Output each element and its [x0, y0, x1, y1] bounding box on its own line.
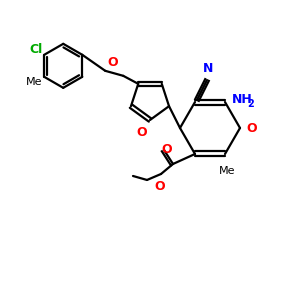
Text: Me: Me [219, 166, 235, 176]
Text: N: N [203, 62, 213, 75]
Text: 2: 2 [247, 99, 254, 109]
Text: Me: Me [26, 77, 42, 87]
Text: O: O [246, 122, 256, 134]
Text: O: O [107, 56, 118, 69]
Text: NH: NH [232, 92, 253, 106]
Text: Cl: Cl [29, 43, 42, 56]
Text: O: O [155, 180, 165, 193]
Text: O: O [137, 126, 147, 139]
Text: O: O [162, 143, 172, 156]
